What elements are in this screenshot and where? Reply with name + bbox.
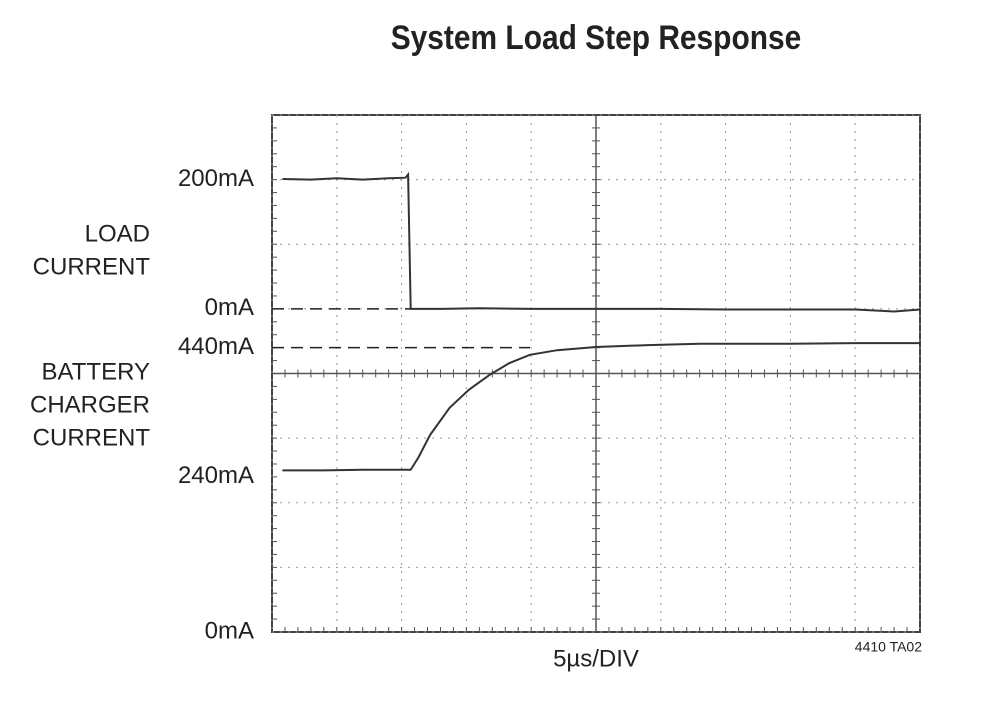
trace-label: CHARGER bbox=[30, 391, 150, 418]
trace-label: LOAD bbox=[85, 220, 150, 247]
trace-label: CURRENT bbox=[33, 424, 151, 451]
figure-note: 4410 TA02 bbox=[855, 639, 922, 655]
y-tick-label: 240mA bbox=[178, 462, 254, 489]
trace-label: CURRENT bbox=[33, 253, 151, 280]
trace bbox=[282, 171, 921, 313]
chart-title: System Load Step Response bbox=[391, 18, 802, 56]
x-axis-label: 5µs/DIV bbox=[553, 645, 639, 672]
y-tick-label: 440mA bbox=[178, 333, 254, 360]
trace-label: BATTERY bbox=[42, 358, 150, 385]
y-tick-label: 0mA bbox=[205, 294, 254, 321]
y-tick-label: 200mA bbox=[178, 165, 254, 192]
y-tick-label: 0mA bbox=[205, 617, 254, 644]
trace bbox=[282, 342, 920, 472]
